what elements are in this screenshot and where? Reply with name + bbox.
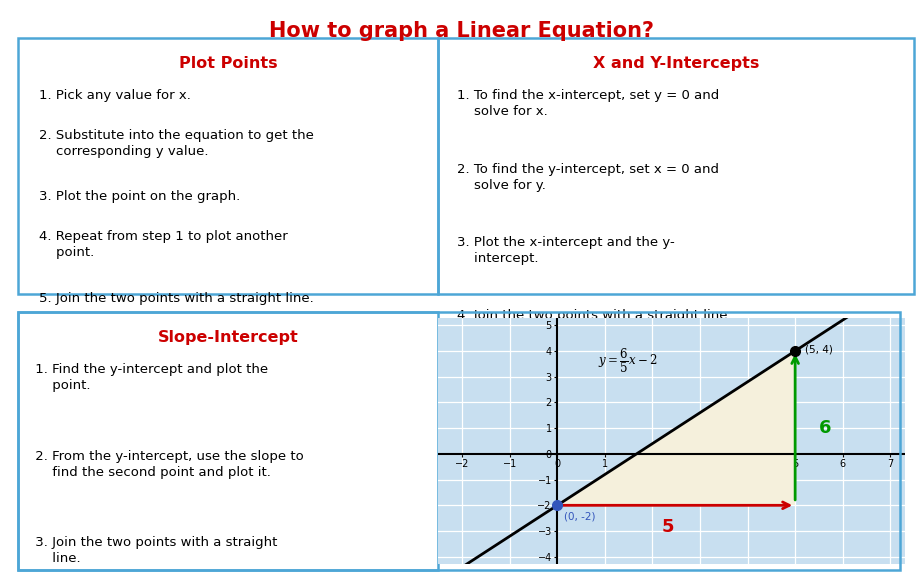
Text: 3. Plot the x-intercept and the y-
    intercept.: 3. Plot the x-intercept and the y- inter…: [458, 236, 676, 265]
Text: 2. To find the y-intercept, set x = 0 and
    solve for y.: 2. To find the y-intercept, set x = 0 an…: [458, 163, 719, 192]
Text: 6: 6: [819, 419, 832, 437]
Text: $y = \dfrac{6}{5}x - 2$: $y = \dfrac{6}{5}x - 2$: [598, 348, 657, 375]
Text: 5. Join the two points with a straight line.: 5. Join the two points with a straight l…: [40, 292, 314, 305]
Text: X and Y-Intercepts: X and Y-Intercepts: [593, 56, 760, 71]
Text: (0, -2): (0, -2): [565, 512, 596, 522]
Text: How to graph a Linear Equation?: How to graph a Linear Equation?: [269, 21, 654, 41]
Polygon shape: [557, 351, 795, 505]
Text: 2. From the y-intercept, use the slope to
     find the second point and plot it: 2. From the y-intercept, use the slope t…: [31, 450, 304, 479]
Text: 3. Join the two points with a straight
     line.: 3. Join the two points with a straight l…: [31, 536, 278, 566]
Text: (5, 4): (5, 4): [805, 345, 833, 355]
Text: 2. Substitute into the equation to get the
    corresponding y value.: 2. Substitute into the equation to get t…: [40, 129, 315, 158]
Text: 4. Repeat from step 1 to plot another
    point.: 4. Repeat from step 1 to plot another po…: [40, 230, 288, 259]
Text: 1. Pick any value for x.: 1. Pick any value for x.: [40, 89, 191, 102]
Text: 4. Join the two points with a straight line.: 4. Join the two points with a straight l…: [458, 309, 732, 322]
Text: 3. Plot the point on the graph.: 3. Plot the point on the graph.: [40, 191, 241, 203]
Text: 5: 5: [662, 518, 675, 536]
Text: 1. To find the x-intercept, set y = 0 and
    solve for x.: 1. To find the x-intercept, set y = 0 an…: [458, 89, 720, 118]
Text: Plot Points: Plot Points: [179, 56, 278, 71]
Text: 1. Find the y-intercept and plot the
     point.: 1. Find the y-intercept and plot the poi…: [31, 363, 269, 392]
Text: Slope-Intercept: Slope-Intercept: [158, 330, 299, 345]
